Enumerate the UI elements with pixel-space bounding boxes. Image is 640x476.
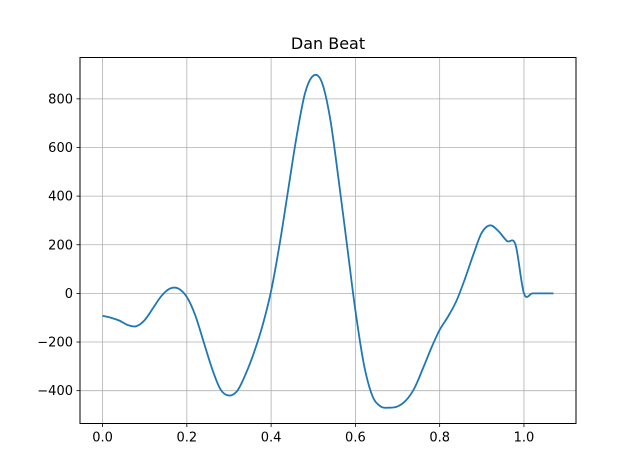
series-layer	[102, 73, 554, 409]
chart-title: Dan Beat	[291, 34, 365, 53]
x-axis: 0.0 0.2 0.4 0.6 0.8 1.0	[92, 423, 535, 446]
x-tick-label: 1.0	[514, 431, 535, 446]
plot-frame	[79, 57, 577, 424]
x-tick-label: 0.8	[429, 431, 450, 446]
y-axis: −400 −200 0 200 400 600 800	[37, 92, 80, 399]
y-tick-label: 400	[48, 190, 73, 205]
x-tick-label: 0.2	[176, 431, 197, 446]
y-tick-label: 800	[48, 92, 73, 107]
y-tick-label: 200	[48, 238, 73, 253]
x-tick-label: 0.6	[345, 431, 366, 446]
x-tick-label: 0.4	[261, 431, 282, 446]
grid	[80, 57, 576, 424]
series-line	[102, 73, 554, 409]
x-tick-label: 0.0	[92, 431, 113, 446]
y-tick-label: −400	[37, 384, 73, 399]
y-tick-label: −200	[37, 336, 73, 351]
y-tick-label: 0	[65, 287, 73, 302]
y-tick-label: 600	[48, 141, 73, 156]
